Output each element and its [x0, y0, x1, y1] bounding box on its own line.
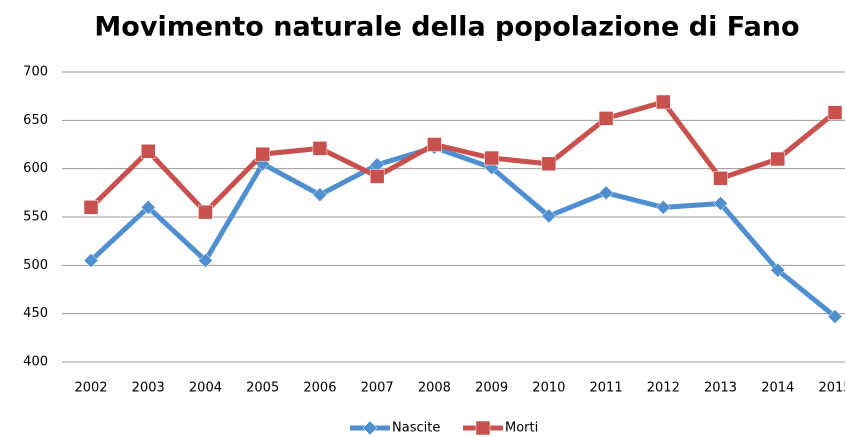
marker — [369, 169, 385, 184]
y-tick-label: 600 — [23, 161, 48, 176]
y-tick-label: 650 — [23, 113, 48, 128]
marker — [312, 187, 328, 203]
series-line — [89, 144, 837, 319]
marker — [655, 199, 671, 215]
marker — [827, 309, 843, 324]
y-tick-label: 700 — [23, 65, 48, 80]
x-tick-label: 2015 — [818, 381, 845, 396]
x-tick-label: 2012 — [647, 381, 680, 396]
marker — [598, 111, 614, 126]
marker — [827, 105, 843, 120]
x-tick-label: 2010 — [532, 381, 565, 396]
x-tick-label: 2009 — [475, 381, 508, 396]
y-tick-label: 400 — [23, 355, 48, 370]
x-tick-label: 2006 — [303, 381, 336, 396]
x-tick-label: 2004 — [189, 381, 222, 396]
legend-marker — [362, 420, 378, 436]
x-tick-label: 2005 — [246, 381, 279, 396]
marker — [598, 185, 614, 201]
series-line — [89, 99, 837, 215]
y-tick-label: 550 — [23, 210, 48, 225]
marker — [312, 141, 328, 156]
legend-label: Morti — [505, 421, 538, 436]
chart-title: Movimento naturale della popolazione di … — [94, 12, 799, 43]
x-tick-label: 2007 — [361, 381, 394, 396]
marker — [713, 196, 728, 211]
marker — [713, 171, 728, 186]
marker — [484, 150, 499, 166]
marker — [770, 262, 786, 278]
marker — [140, 199, 156, 215]
marker — [541, 208, 557, 224]
marker — [140, 144, 156, 159]
legend-marker — [475, 420, 491, 436]
y-tick-label: 450 — [23, 306, 48, 321]
marker — [770, 151, 786, 167]
marker — [427, 137, 442, 152]
x-tick-label: 2013 — [704, 381, 737, 396]
marker — [541, 156, 557, 172]
x-tick-label: 2003 — [132, 381, 165, 396]
marker — [83, 200, 99, 215]
legend-label: Nascite — [392, 421, 440, 436]
x-tick-label: 2011 — [590, 381, 623, 396]
x-tick-label: 2014 — [761, 381, 794, 396]
x-tick-label: 2002 — [74, 381, 107, 396]
y-tick-label: 500 — [23, 258, 48, 273]
marker — [198, 253, 213, 268]
x-tick-label: 2008 — [418, 381, 451, 396]
marker — [255, 146, 270, 162]
marker — [83, 253, 99, 268]
marker — [656, 94, 671, 110]
marker — [198, 204, 213, 220]
